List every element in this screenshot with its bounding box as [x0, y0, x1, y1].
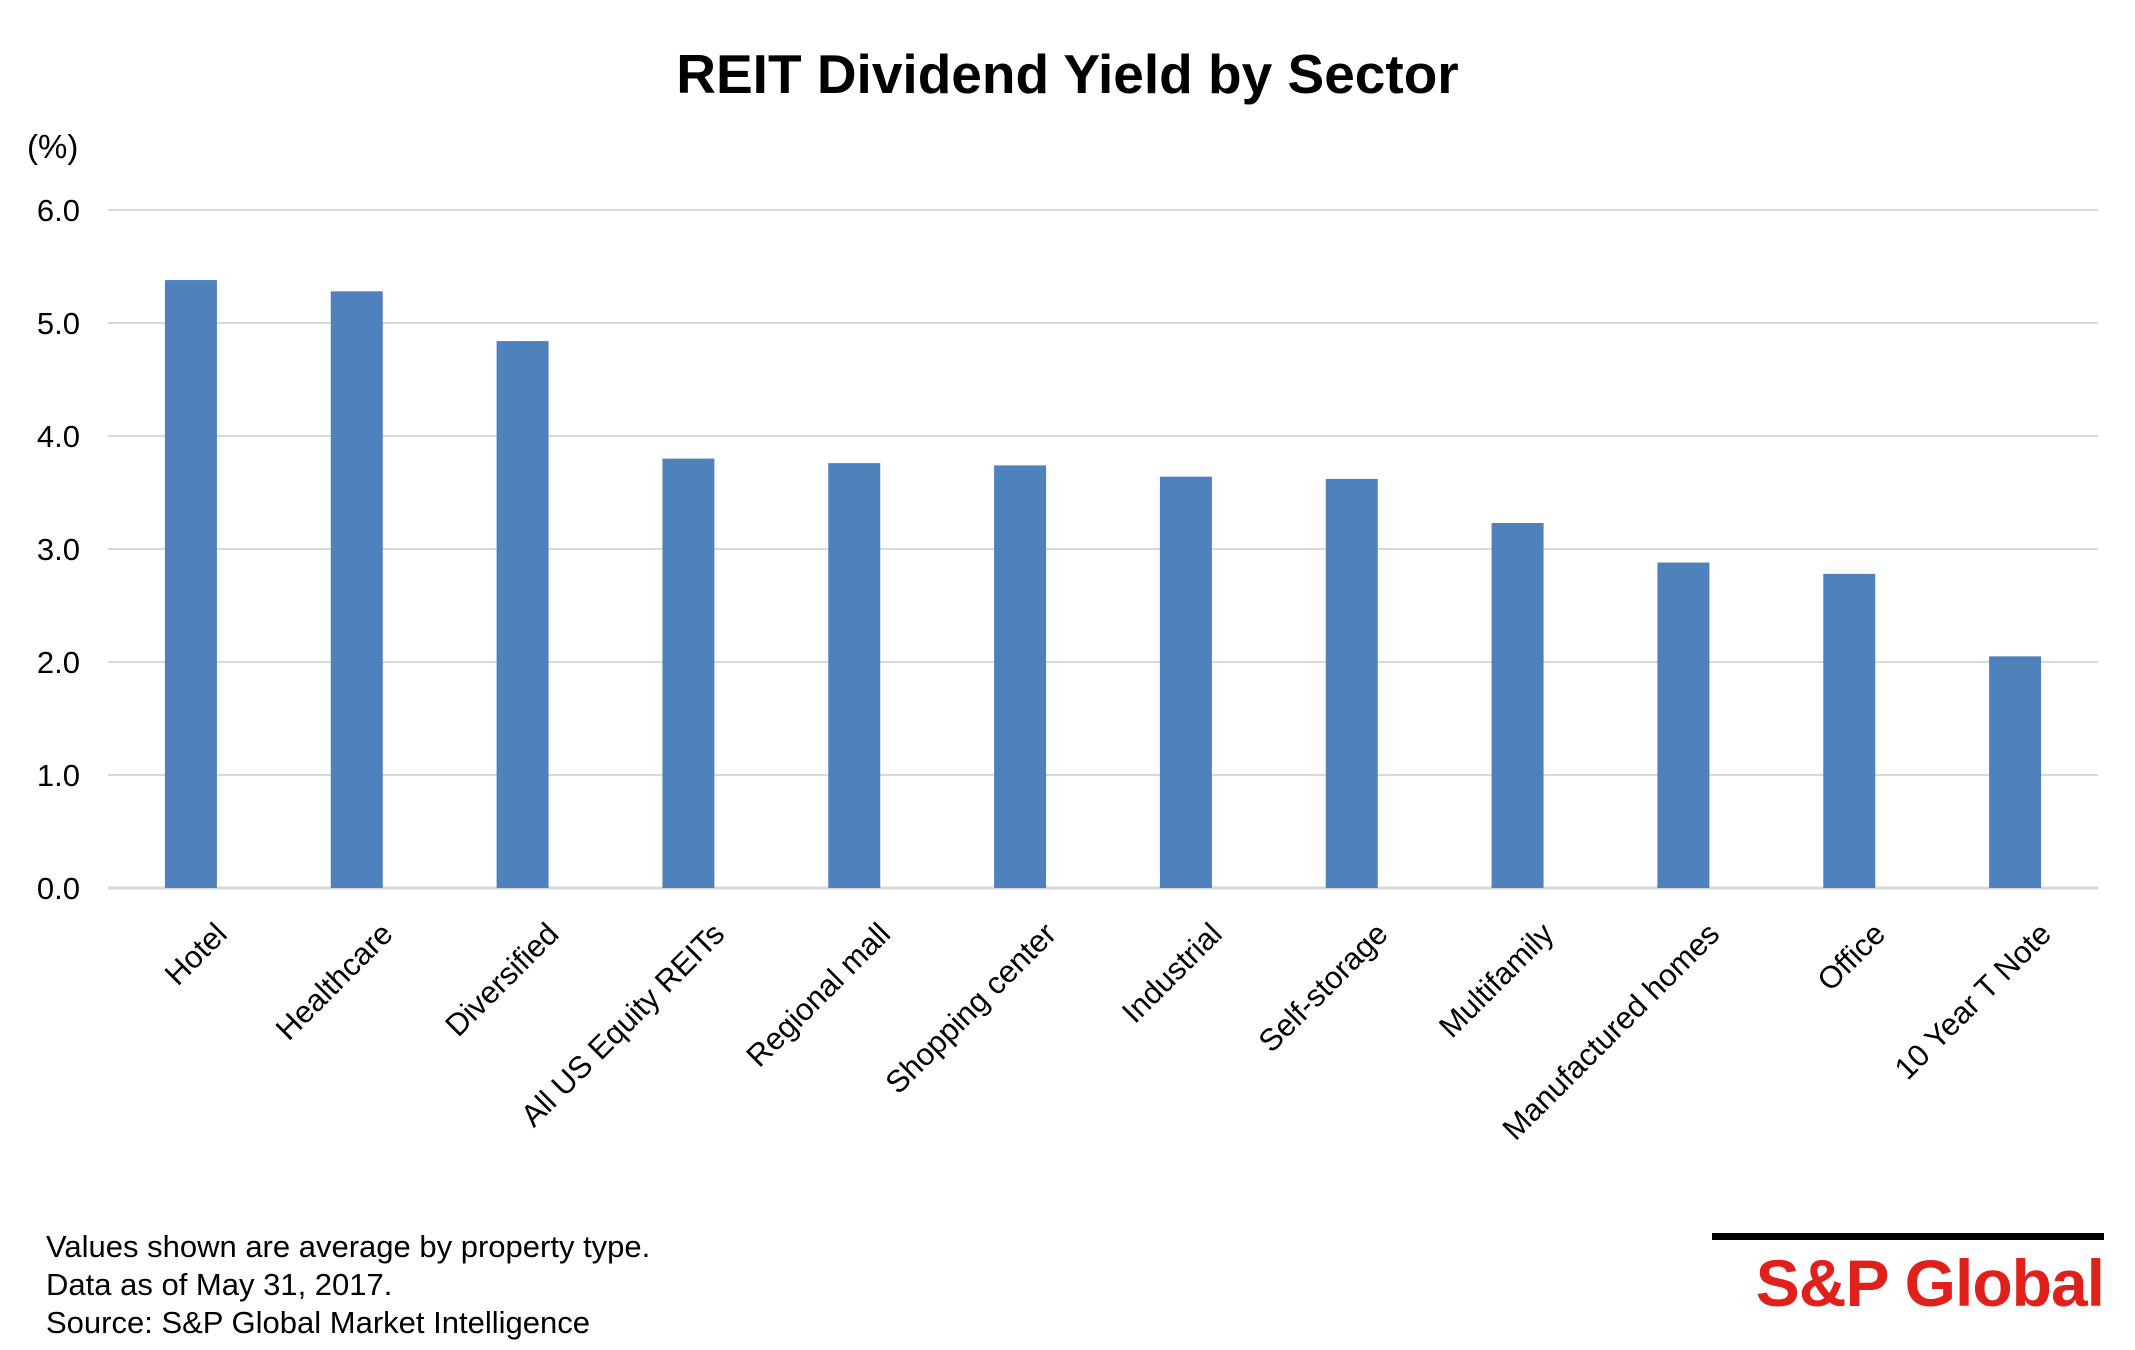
y-tick-label: 6.0	[37, 193, 80, 228]
x-category-label: 10 Year T Note	[1888, 916, 2058, 1086]
x-category-label: Industrial	[1115, 916, 1229, 1030]
brand-logo: S&P Global	[1712, 1233, 2105, 1323]
brand-name: S&P Global	[1755, 1246, 2105, 1320]
bar	[1491, 523, 1544, 888]
x-category-label: Diversified	[438, 916, 565, 1043]
x-category-label: Shopping center	[878, 916, 1062, 1100]
y-axis-ticks: 0.0 1.0 2.0 3.0 4.0 5.0 6.0	[37, 193, 80, 906]
bar	[662, 458, 715, 888]
bar	[496, 341, 549, 889]
x-category-label: Regional mall	[739, 916, 897, 1074]
x-category-label: Self-storage	[1252, 916, 1395, 1059]
bar	[1823, 573, 1876, 888]
y-tick-label: 4.0	[37, 419, 80, 454]
bar	[1657, 562, 1710, 888]
footnote-data-date: Data as of May 31, 2017.	[46, 1267, 393, 1302]
footnote-source: Source: S&P Global Market Intelligence	[46, 1305, 590, 1340]
y-tick-label: 3.0	[37, 532, 80, 567]
y-tick-label: 0.0	[37, 871, 80, 906]
y-tick-label: 5.0	[37, 306, 80, 341]
x-category-label: Multifamily	[1432, 916, 1561, 1045]
y-tick-label: 2.0	[37, 645, 80, 680]
bar	[828, 463, 881, 888]
bar	[994, 465, 1047, 888]
bar	[330, 291, 383, 888]
bars	[164, 280, 2042, 889]
y-tick-label: 1.0	[37, 758, 80, 793]
x-category-label: Office	[1810, 916, 1892, 998]
bar	[1159, 476, 1212, 888]
x-category-label: Hotel	[158, 916, 234, 992]
chart-title: REIT Dividend Yield by Sector	[676, 43, 1459, 105]
bar	[164, 280, 217, 888]
bar	[1325, 478, 1378, 888]
gridlines	[108, 209, 2098, 890]
y-axis-unit-label: (%)	[27, 128, 79, 165]
x-category-label: Healthcare	[269, 916, 400, 1047]
footnotes: Values shown are average by property typ…	[46, 1228, 650, 1342]
footnote-values-note: Values shown are average by property typ…	[46, 1229, 651, 1264]
brand-rule	[1712, 1233, 2104, 1240]
bar	[1989, 656, 2042, 888]
